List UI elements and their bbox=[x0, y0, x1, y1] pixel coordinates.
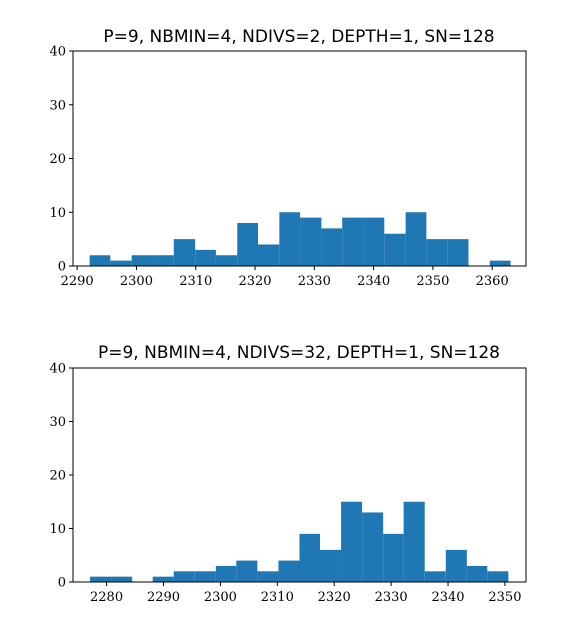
histogram-bar bbox=[447, 239, 469, 266]
x-tick-label: 2360 bbox=[476, 274, 509, 289]
x-tick-label: 2320 bbox=[318, 590, 351, 605]
histogram-bar bbox=[319, 549, 342, 582]
x-tick-label: 2290 bbox=[147, 590, 180, 605]
histogram-bar bbox=[321, 228, 343, 266]
histogram-bar bbox=[152, 576, 174, 582]
x-tick-label: 2330 bbox=[375, 590, 408, 605]
histogram-bar bbox=[215, 565, 237, 582]
chart-title-bottom: P=9, NBMIN=4, NDIVS=32, DEPTH=1, SN=128 bbox=[98, 343, 500, 363]
histogram-bar bbox=[424, 571, 446, 582]
histogram-top: P=9, NBMIN=4, NDIVS=2, DEPTH=1, SN=128 0… bbox=[49, 27, 527, 289]
histogram-bottom: P=9, NBMIN=4, NDIVS=32, DEPTH=1, SN=128 … bbox=[49, 343, 527, 605]
histogram-bar bbox=[363, 217, 385, 266]
histogram-bar bbox=[383, 533, 404, 582]
histogram-bar bbox=[153, 255, 174, 266]
histogram-bar bbox=[237, 223, 258, 266]
histogram-bar bbox=[131, 255, 154, 266]
y-tick-label: 0 bbox=[58, 576, 66, 591]
x-tick-label: 2350 bbox=[416, 274, 449, 289]
histogram-bar bbox=[111, 576, 133, 582]
histogram-bar bbox=[384, 233, 406, 266]
x-tick-label: 2310 bbox=[179, 274, 212, 289]
x-tick-label: 2290 bbox=[61, 274, 94, 289]
histogram-bar bbox=[194, 571, 216, 582]
histogram-bar bbox=[403, 501, 425, 582]
chart-title-top: P=9, NBMIN=4, NDIVS=2, DEPTH=1, SN=128 bbox=[103, 27, 494, 47]
histogram-bar bbox=[489, 260, 511, 266]
histogram-bar bbox=[173, 239, 196, 266]
y-tick-label: 0 bbox=[58, 260, 66, 275]
histogram-bar bbox=[466, 565, 488, 582]
histogram-bar bbox=[257, 571, 279, 582]
histogram-bar bbox=[405, 212, 427, 266]
histogram-bar bbox=[110, 260, 132, 266]
y-tick-label: 30 bbox=[49, 98, 66, 113]
x-tick-label: 2320 bbox=[238, 274, 271, 289]
x-tick-label: 2280 bbox=[90, 590, 123, 605]
histogram-bar bbox=[278, 560, 300, 582]
y-tick-label: 20 bbox=[49, 152, 66, 167]
y-tick-label: 30 bbox=[49, 415, 66, 430]
x-tick-label: 2340 bbox=[431, 590, 464, 605]
histogram-bar bbox=[215, 255, 238, 266]
histogram-bar bbox=[195, 249, 216, 266]
histogram-bar bbox=[90, 576, 112, 582]
y-tick-label: 40 bbox=[49, 45, 66, 60]
histogram-bar bbox=[426, 239, 448, 266]
histogram-bar bbox=[299, 533, 320, 582]
y-tick-label: 10 bbox=[49, 522, 66, 537]
y-tick-label: 20 bbox=[49, 469, 66, 484]
x-tick-label: 2300 bbox=[120, 274, 153, 289]
histogram-bar bbox=[300, 217, 322, 266]
histogram-bar bbox=[487, 571, 509, 582]
x-tick-label: 2330 bbox=[298, 274, 331, 289]
x-tick-label: 2300 bbox=[204, 590, 237, 605]
histogram-bar bbox=[236, 560, 258, 582]
y-tick-label: 40 bbox=[49, 362, 66, 377]
histogram-bar bbox=[362, 512, 384, 582]
histogram-bar bbox=[257, 244, 280, 266]
x-tick-label: 2350 bbox=[488, 590, 521, 605]
histogram-bar bbox=[342, 217, 364, 266]
histogram-bar bbox=[173, 571, 195, 582]
histogram-bar bbox=[341, 501, 363, 582]
histogram-bar bbox=[445, 549, 467, 582]
x-tick-label: 2310 bbox=[261, 590, 294, 605]
histogram-bar bbox=[279, 212, 301, 266]
x-tick-label: 2340 bbox=[357, 274, 390, 289]
histogram-bar bbox=[89, 255, 111, 266]
y-tick-label: 10 bbox=[49, 206, 66, 221]
